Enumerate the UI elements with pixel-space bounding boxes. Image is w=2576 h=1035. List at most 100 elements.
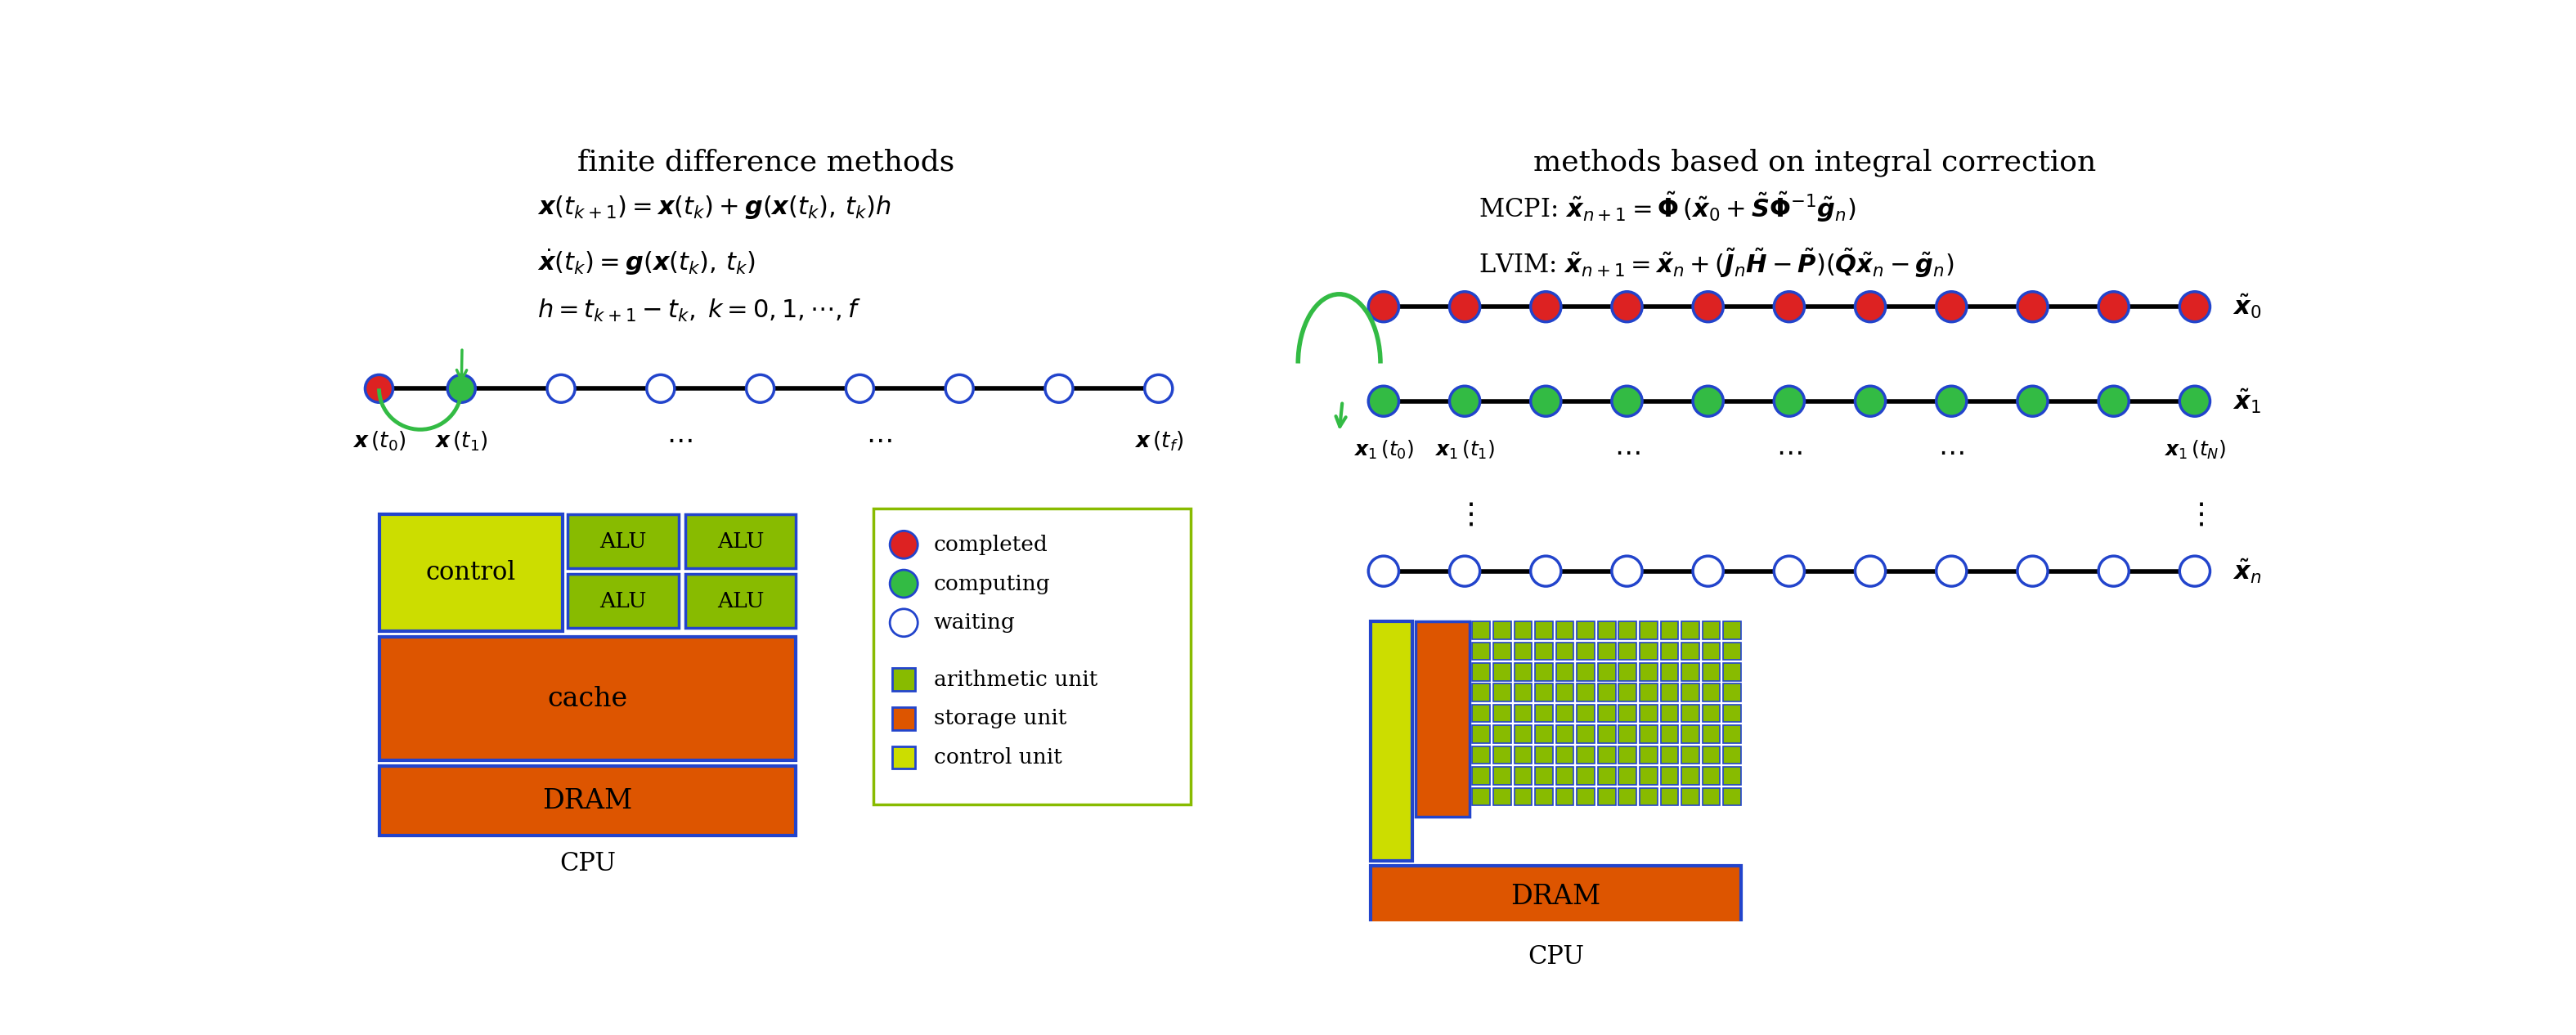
Bar (1641, 705, 1656, 722)
Bar (1597, 705, 1615, 722)
Bar (1535, 705, 1553, 722)
Text: $\boldsymbol{x}_1\,(t_1)$: $\boldsymbol{x}_1\,(t_1)$ (1435, 439, 1494, 462)
Bar (1703, 746, 1721, 764)
Circle shape (1530, 292, 1561, 322)
Bar (1577, 621, 1595, 640)
Circle shape (1775, 556, 1803, 586)
Text: $\cdots$: $\cdots$ (1615, 439, 1641, 465)
Text: $h = t_{k+1} - t_k,\; k = 0, 1, \cdots, f$: $h = t_{k+1} - t_k,\; k = 0, 1, \cdots, … (538, 297, 860, 324)
Bar (1556, 621, 1574, 640)
Bar (1597, 643, 1615, 660)
Bar (1494, 726, 1512, 743)
Bar (1662, 663, 1680, 681)
Bar (1494, 767, 1512, 785)
Circle shape (1855, 386, 1886, 416)
Text: storage unit: storage unit (933, 708, 1066, 729)
Bar (1494, 663, 1512, 681)
Bar (685, 514, 796, 568)
Bar (379, 514, 562, 631)
Text: CPU: CPU (1528, 944, 1584, 970)
Bar (1494, 684, 1512, 702)
Bar (891, 746, 914, 769)
Circle shape (1775, 292, 1803, 322)
Text: cache: cache (546, 685, 629, 712)
Circle shape (1530, 386, 1561, 416)
Circle shape (1450, 556, 1479, 586)
Circle shape (1530, 556, 1561, 586)
Bar (1682, 621, 1700, 640)
Bar (1703, 788, 1721, 805)
Bar (1641, 726, 1656, 743)
Text: DRAM: DRAM (1512, 884, 1602, 911)
Text: finite difference methods: finite difference methods (577, 148, 953, 176)
Text: control unit: control unit (933, 747, 1061, 768)
Bar (1703, 663, 1721, 681)
Circle shape (2179, 386, 2210, 416)
Bar (1641, 684, 1656, 702)
Circle shape (945, 375, 974, 403)
Bar (1494, 705, 1512, 722)
Bar (1703, 621, 1721, 640)
Bar (1703, 643, 1721, 660)
Bar (1618, 746, 1636, 764)
Bar (1682, 684, 1700, 702)
Bar (1662, 767, 1680, 785)
Circle shape (366, 375, 394, 403)
Circle shape (1368, 556, 1399, 586)
Text: $\boldsymbol{x}_1\,(t_0)$: $\boldsymbol{x}_1\,(t_0)$ (1352, 439, 1414, 462)
Bar (1473, 684, 1489, 702)
Bar (1515, 788, 1533, 805)
Bar (1662, 643, 1680, 660)
Bar (1597, 663, 1615, 681)
Bar (567, 514, 680, 568)
Text: $\boldsymbol{x}(t_{k+1}) = \boldsymbol{x}(t_k) + \boldsymbol{g}(\boldsymbol{x}(t: $\boldsymbol{x}(t_{k+1}) = \boldsymbol{x… (538, 194, 891, 220)
Text: arithmetic unit: arithmetic unit (933, 670, 1097, 689)
Bar (1597, 746, 1615, 764)
Bar (1473, 788, 1489, 805)
Text: completed: completed (933, 534, 1048, 555)
Circle shape (2099, 292, 2128, 322)
Bar (1662, 746, 1680, 764)
Bar (1597, 621, 1615, 640)
Bar (1682, 767, 1700, 785)
Bar (1515, 767, 1533, 785)
Bar (685, 574, 796, 628)
Bar (1473, 726, 1489, 743)
Circle shape (1613, 292, 1641, 322)
Circle shape (2179, 292, 2210, 322)
Bar (1556, 643, 1574, 660)
Bar (567, 574, 680, 628)
Bar (873, 508, 1190, 804)
Bar (1473, 705, 1489, 722)
Bar (1473, 663, 1489, 681)
Bar (1723, 643, 1741, 660)
Bar (1535, 663, 1553, 681)
Circle shape (448, 375, 477, 403)
Text: $\tilde{\boldsymbol{x}}_1$: $\tilde{\boldsymbol{x}}_1$ (2233, 387, 2262, 415)
Bar (1577, 643, 1595, 660)
Bar (1618, 788, 1636, 805)
Bar (1535, 643, 1553, 660)
Bar (1682, 726, 1700, 743)
Bar (1597, 767, 1615, 785)
Bar (1414, 621, 1468, 817)
Text: waiting: waiting (933, 613, 1015, 633)
Circle shape (1692, 292, 1723, 322)
Bar (1556, 684, 1574, 702)
Bar (1494, 788, 1512, 805)
Text: computing: computing (933, 573, 1051, 594)
Bar (1577, 788, 1595, 805)
Text: $\boldsymbol{x}\,(t_0)$: $\boldsymbol{x}\,(t_0)$ (353, 430, 407, 452)
Bar (1370, 621, 1412, 861)
Circle shape (1450, 386, 1479, 416)
Bar (1682, 705, 1700, 722)
Text: $\cdots$: $\cdots$ (866, 426, 891, 452)
Text: DRAM: DRAM (544, 788, 634, 814)
Text: ALU: ALU (716, 591, 765, 612)
Circle shape (889, 570, 917, 597)
Bar (1556, 767, 1574, 785)
Text: $\vdots$: $\vdots$ (2187, 501, 2202, 529)
Bar (1618, 705, 1636, 722)
Bar (1535, 767, 1553, 785)
Bar (1515, 684, 1533, 702)
